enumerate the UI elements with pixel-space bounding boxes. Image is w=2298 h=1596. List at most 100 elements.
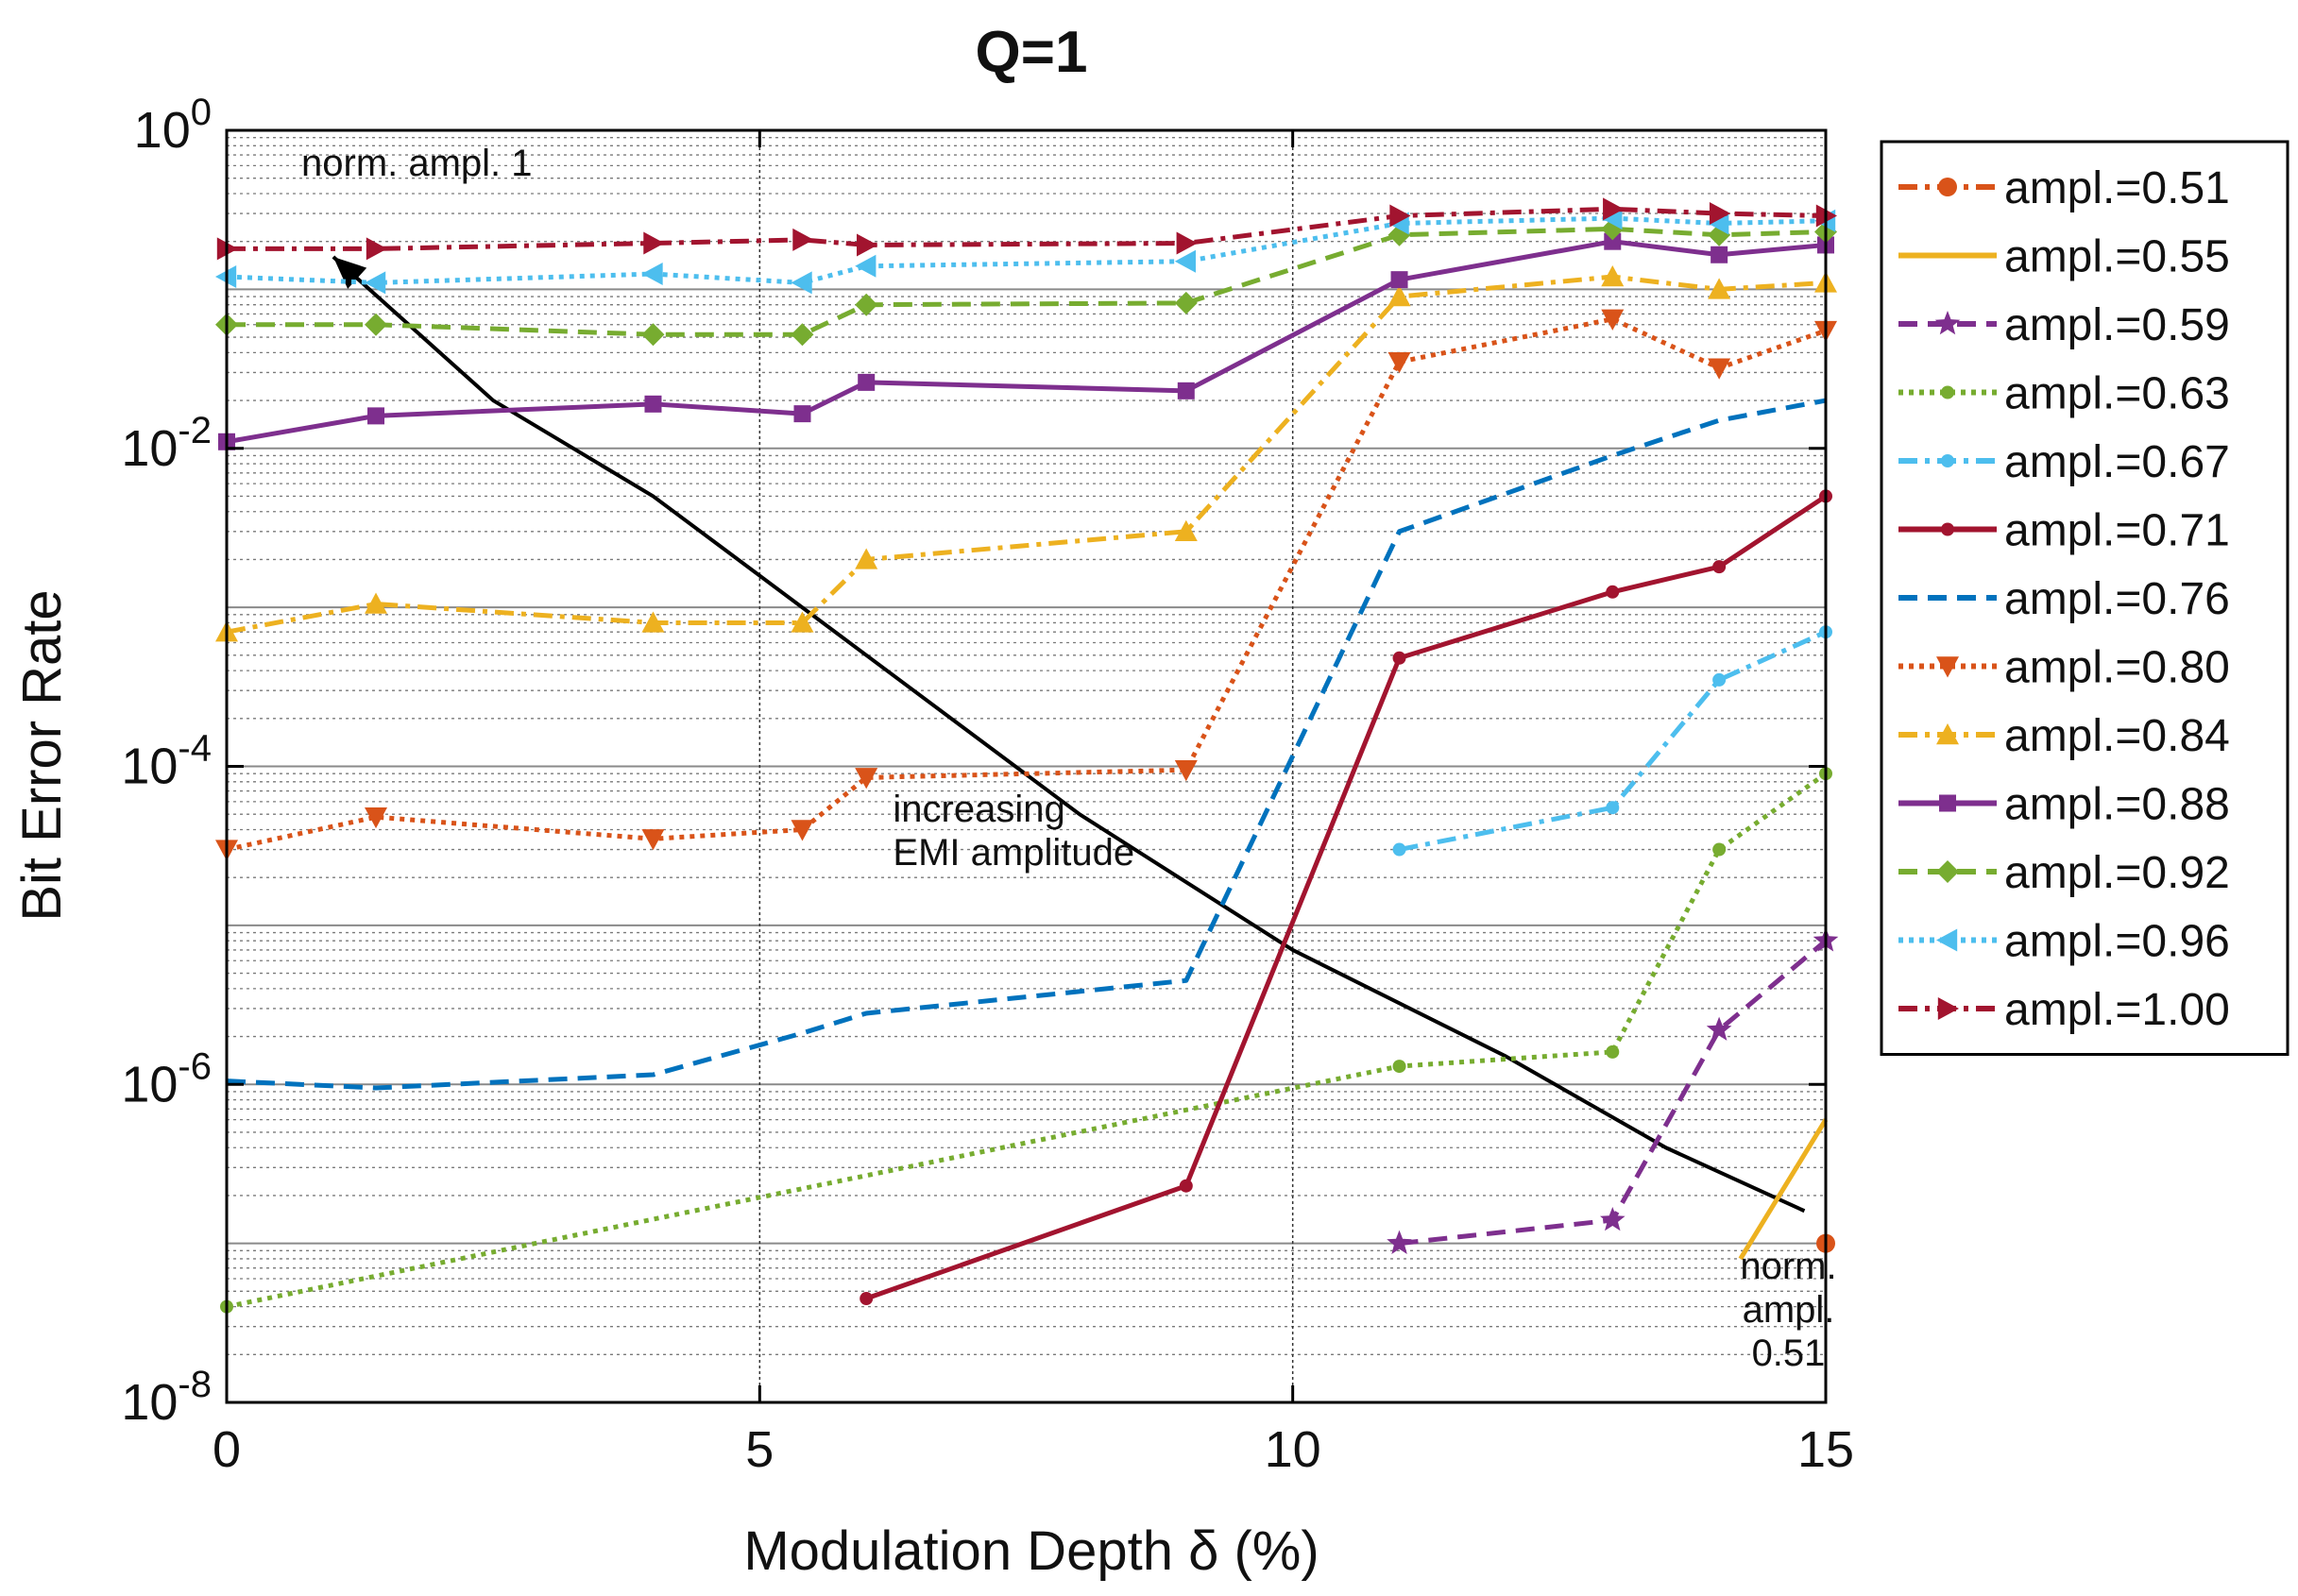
grid xyxy=(226,129,1827,1403)
legend-label: ampl.=0.88 xyxy=(2004,780,2230,830)
data-point xyxy=(1603,197,1625,221)
data-point xyxy=(1709,202,1731,226)
y-tick-exponent: -8 xyxy=(178,1364,212,1405)
y-tick-label: 10-6 xyxy=(121,1045,212,1112)
legend-box xyxy=(1880,140,2289,1056)
series-line xyxy=(1399,629,1828,852)
data-point xyxy=(1712,560,1727,574)
series-line xyxy=(226,215,1827,285)
chart-title: Q=1 xyxy=(976,20,1088,85)
series-ampl.=0.88 xyxy=(218,232,1834,450)
data-point xyxy=(1606,1044,1620,1059)
arrow-head xyxy=(332,257,367,289)
y-tick-label: 10-4 xyxy=(121,728,212,795)
annotation-line: norm. ampl. 1 xyxy=(301,143,533,184)
data-point xyxy=(1176,231,1198,255)
y-axis-label: Bit Error Rate xyxy=(11,589,73,921)
series-ampl.=0.55 xyxy=(1738,1118,1829,1261)
data-point xyxy=(365,313,388,336)
data-point xyxy=(855,548,878,569)
data-point xyxy=(365,592,388,614)
data-point xyxy=(1606,585,1620,599)
data-point xyxy=(1711,246,1728,263)
data-point xyxy=(367,407,385,425)
legend-label: ampl.=0.92 xyxy=(2004,848,2230,898)
data-point xyxy=(1392,651,1406,665)
series-line xyxy=(226,274,1827,635)
series-ampl.=0.67 xyxy=(1392,625,1832,857)
data-point xyxy=(641,829,665,851)
data-point xyxy=(858,373,876,391)
series-line xyxy=(227,206,1827,251)
legend-label: ampl.=0.51 xyxy=(2004,163,2230,213)
data-point xyxy=(1936,928,1958,952)
y-tick-exponent: -4 xyxy=(178,728,212,770)
y-tick-label: 10-8 xyxy=(121,1364,212,1431)
annotation-line: EMI amplitude xyxy=(893,832,1134,874)
data-point xyxy=(855,254,877,278)
data-point xyxy=(1601,309,1625,331)
annotation-line: norm. xyxy=(1740,1246,1836,1287)
data-point xyxy=(1387,285,1411,307)
legend: ampl.=0.51 ampl.=0.55 ampl.=0.59 ampl.=0.63… xyxy=(1880,140,2289,1056)
y-tick-base: 10 xyxy=(134,102,191,159)
data-point xyxy=(1938,178,1957,196)
data-point xyxy=(1387,1230,1412,1254)
data-point xyxy=(1601,265,1625,287)
legend-label: ampl.=1.00 xyxy=(2004,985,2230,1035)
data-point xyxy=(1177,382,1195,399)
data-point xyxy=(791,820,814,841)
series-line xyxy=(226,316,1827,852)
increasing-amplitude-arrow xyxy=(332,255,1806,1214)
legend-label: ampl.=0.84 xyxy=(2004,711,2230,761)
series-line xyxy=(1399,939,1828,1247)
annotation-norm-ampl-051: norm. ampl. 0.51 xyxy=(1740,1246,1836,1374)
data-point xyxy=(855,768,878,790)
data-point xyxy=(1606,801,1620,815)
data-point xyxy=(1941,522,1954,536)
data-point xyxy=(1708,278,1731,299)
data-point xyxy=(1936,860,1959,883)
y-tick-label: 10-2 xyxy=(121,410,212,477)
data-point xyxy=(1174,760,1198,782)
annotation-line: increasing xyxy=(893,789,1064,830)
series-line xyxy=(226,398,1827,1091)
data-point xyxy=(641,323,665,347)
series-line xyxy=(1738,1118,1829,1261)
data-point xyxy=(1604,232,1622,250)
data-point xyxy=(644,395,662,413)
y-tick-exponent: -6 xyxy=(178,1045,212,1087)
data-point xyxy=(1389,204,1411,228)
series-line xyxy=(227,226,1827,337)
legend-label: ampl.=0.67 xyxy=(2004,437,2230,487)
x-tick-label: 5 xyxy=(745,1421,774,1478)
legend-label: ampl.=0.96 xyxy=(2004,917,2230,967)
data-point xyxy=(1936,723,1959,745)
data-point xyxy=(1174,249,1196,273)
data-point xyxy=(1936,656,1959,678)
series-ampl.=0.96 xyxy=(215,207,1836,295)
arrow-curve xyxy=(332,255,1806,1214)
data-point xyxy=(1390,271,1408,289)
series-ampl.=0.59 xyxy=(1387,927,1839,1254)
x-tick-label: 0 xyxy=(213,1421,241,1478)
series-line xyxy=(226,239,1827,445)
data-point xyxy=(1387,351,1411,374)
annotation-line: ampl. xyxy=(1743,1289,1835,1331)
data-point xyxy=(791,611,814,633)
data-point xyxy=(1712,672,1727,687)
data-point xyxy=(641,611,665,633)
data-point xyxy=(1941,454,1954,467)
legend-label: ampl.=0.63 xyxy=(2004,369,2230,419)
data-point xyxy=(366,237,388,261)
data-point xyxy=(1934,311,1961,335)
data-point xyxy=(855,293,878,316)
series-line xyxy=(226,772,1828,1310)
legend-label: ampl.=0.76 xyxy=(2004,574,2230,624)
x-axis-label: Modulation Depth δ (%) xyxy=(743,1520,1319,1582)
data-point xyxy=(365,806,388,829)
annotations: norm. ampl. 1 increasing EMI amplitude norm… xyxy=(301,143,1837,1374)
annotation-line: 0.51 xyxy=(1752,1333,1826,1374)
